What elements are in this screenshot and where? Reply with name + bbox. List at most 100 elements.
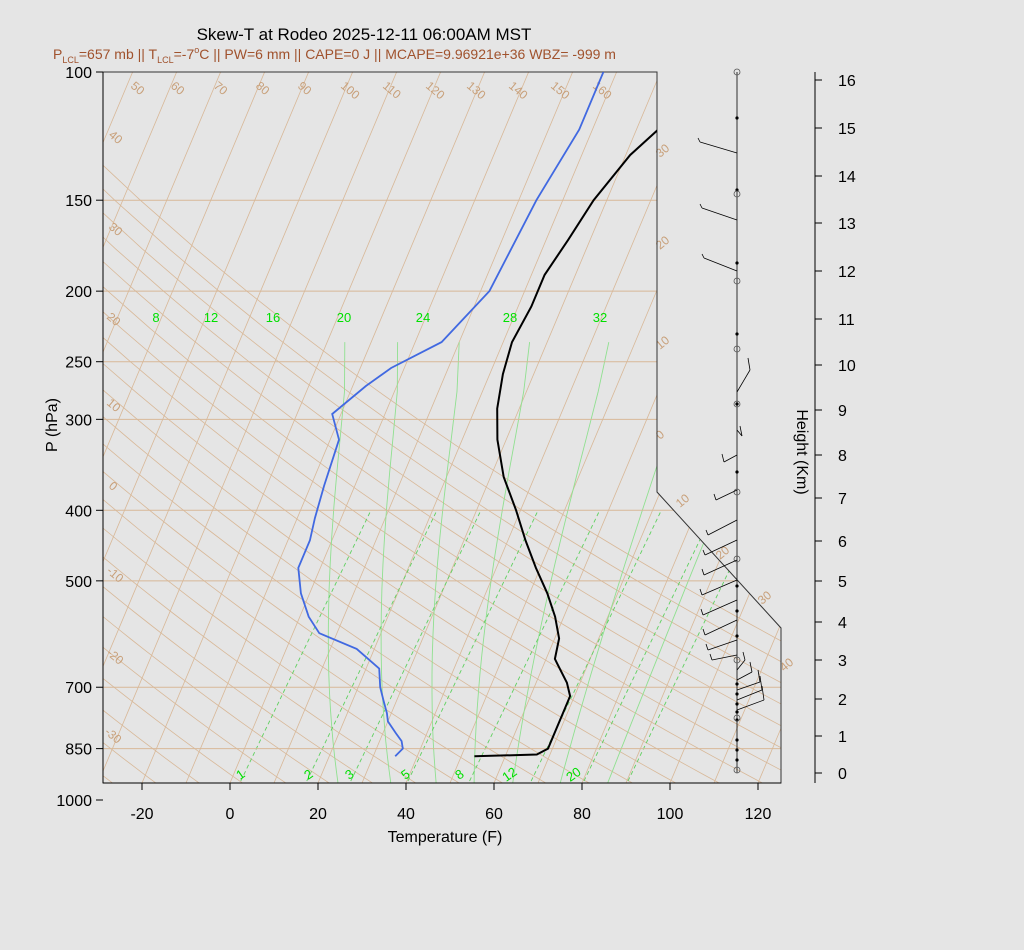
height-tick-label: 0 xyxy=(838,766,847,783)
isotherm-line xyxy=(103,72,397,783)
moist-adiabat-label: 28 xyxy=(503,310,517,325)
wind-barb xyxy=(715,489,738,501)
height-tick-label: 7 xyxy=(838,491,847,508)
subtitle-p-value: =657 mb || T xyxy=(79,46,158,62)
wind-barb xyxy=(703,559,738,576)
dry-adiabat-line xyxy=(103,72,201,783)
dry-adiabat-line xyxy=(103,72,424,783)
height-tick-label: 3 xyxy=(838,653,847,670)
barb-calm-circle xyxy=(733,555,741,563)
height-tick-label: 9 xyxy=(838,403,847,420)
dry-adiabat-line xyxy=(103,72,781,783)
profile-series xyxy=(297,72,706,758)
mixing-ratio-line xyxy=(297,510,438,783)
mixing-ratio-label: 12 xyxy=(499,764,519,785)
barb-dot xyxy=(735,710,739,714)
subtitle-p-sub: LCL xyxy=(62,55,79,65)
wind-barb xyxy=(711,654,738,661)
isotherm-line xyxy=(103,72,353,783)
moist-adiabat-label: 32 xyxy=(593,310,607,325)
wind-barb-flag xyxy=(761,685,765,701)
x-axis: -20 0 20 40 60 80 100 120 xyxy=(103,782,781,823)
mixing-ratio-line xyxy=(231,510,372,783)
isotherm-line xyxy=(130,72,441,783)
x-tick-label: 40 xyxy=(397,806,415,823)
wind-barb xyxy=(736,659,746,671)
x-tick-label: 100 xyxy=(657,806,684,823)
height-tick-label: 11 xyxy=(838,312,855,329)
temperature-line xyxy=(474,72,706,758)
subtitle-t-value: =-7 xyxy=(174,46,195,62)
wind-barb xyxy=(736,671,753,681)
barb-dot xyxy=(735,116,739,120)
y-tick-label: 400 xyxy=(65,503,92,520)
barb-calm-circle xyxy=(733,488,741,496)
moist-adiabat-line xyxy=(431,342,460,783)
isotherm-line xyxy=(103,72,265,783)
y-tick-label: 850 xyxy=(65,742,92,759)
dry-adiabat-line xyxy=(103,72,469,783)
barb-dot xyxy=(735,609,739,613)
dry-adiabat-line xyxy=(103,72,335,783)
barb-calm-circle xyxy=(733,714,741,722)
height-axis-label: Height (Km) xyxy=(793,409,810,494)
wind-barb xyxy=(704,619,738,636)
height-tick-label: 16 xyxy=(838,73,856,90)
barb-dot xyxy=(735,738,739,742)
wind-barb xyxy=(701,207,738,221)
wind-barb xyxy=(736,429,743,437)
y-tick-label: 1000 xyxy=(56,793,92,810)
barb-dot xyxy=(735,692,739,696)
chart-subtitle: PLCL=657 mb || TLCL=-7oC || PW=6 mm || C… xyxy=(53,45,616,65)
dry-adiabat-line xyxy=(103,72,781,783)
subtitle-t-sub: LCL xyxy=(157,55,174,65)
barb-dot xyxy=(735,402,739,406)
dry-adiabat-line xyxy=(103,72,602,783)
x-tick-label: 20 xyxy=(309,806,327,823)
x-tick-label: 0 xyxy=(226,806,235,823)
wind-barb xyxy=(702,599,738,616)
dry-adiabat-line xyxy=(103,72,736,783)
x-tick-label: 80 xyxy=(573,806,591,823)
barb-dot xyxy=(735,470,739,474)
y-tick-label: 200 xyxy=(65,284,92,301)
isotherm-line xyxy=(394,72,705,783)
wind-barb-flag xyxy=(701,253,705,259)
wind-barb xyxy=(736,681,761,691)
height-tick-label: 13 xyxy=(838,216,856,233)
wind-barbs xyxy=(697,68,765,774)
wind-barb xyxy=(723,454,738,463)
wind-barb-flag xyxy=(757,669,761,683)
dewpoint-line xyxy=(297,72,605,757)
dry-adiabat-line xyxy=(103,72,781,783)
barb-dot xyxy=(735,682,739,686)
height-tick-label: 5 xyxy=(838,574,847,591)
mixing-ratio-line xyxy=(398,510,539,783)
height-tick-label: 1 xyxy=(838,729,847,746)
moist-adiabat-label: 8 xyxy=(152,310,159,325)
barb-calm-circle xyxy=(733,400,741,408)
wind-barb-flag xyxy=(742,651,746,661)
isotherm-line xyxy=(702,72,781,783)
dry-adiabat-line xyxy=(103,72,781,783)
wind-barb-flag xyxy=(747,357,751,371)
height-tick-label: 14 xyxy=(838,169,856,186)
moist-adiabat-label: 12 xyxy=(204,310,218,325)
wind-barb xyxy=(707,639,738,651)
wind-barb-flag xyxy=(759,675,763,691)
dry-adiabat-line xyxy=(103,72,558,783)
y-tick-label: 700 xyxy=(65,680,92,697)
dry-adiabat-line xyxy=(103,72,513,783)
y-tick-label: 100 xyxy=(65,65,92,82)
height-tick-label: 6 xyxy=(838,534,847,551)
dry-adiabat-line xyxy=(103,72,781,783)
height-tick-label: 8 xyxy=(838,448,847,465)
dry-adiabat-line xyxy=(103,72,246,783)
isotherm-line xyxy=(103,72,177,783)
y-axis: 100 150 200 250 300 400 500 700 850 1000 xyxy=(56,65,104,810)
subtitle-rest: C || PW=6 mm || CAPE=0 J || MCAPE=9.9692… xyxy=(199,46,616,62)
wind-barb-flag xyxy=(713,493,717,501)
barb-calm-circle xyxy=(733,345,741,353)
